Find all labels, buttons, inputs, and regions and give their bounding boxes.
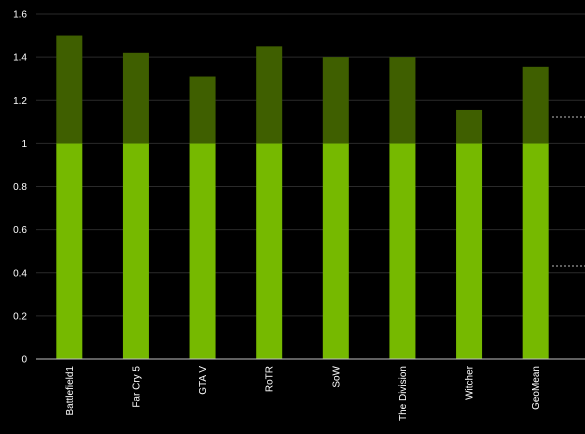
y-tick-label: 0 bbox=[21, 355, 27, 366]
x-tick-label: The Division bbox=[398, 366, 409, 421]
x-tick-label: GeoMean bbox=[531, 366, 542, 410]
bar-segment bbox=[522, 66, 549, 144]
y-tick-label: 1 bbox=[21, 139, 27, 150]
x-tick-label: RoTR bbox=[265, 366, 276, 392]
bar-segment bbox=[189, 76, 216, 144]
bar-segment bbox=[56, 35, 83, 144]
y-tick-label: 0.8 bbox=[13, 182, 27, 193]
x-tick-label: Witcher bbox=[465, 365, 476, 400]
x-tick-label: Battlefield1 bbox=[65, 366, 76, 416]
bar-segment bbox=[522, 143, 549, 359]
y-tick-label: 0.6 bbox=[13, 225, 27, 236]
bar-segment bbox=[189, 143, 216, 359]
bar-segment bbox=[256, 46, 283, 144]
x-tick-label: Far Cry 5 bbox=[131, 366, 142, 408]
bar-segment bbox=[389, 57, 416, 144]
bar-segment bbox=[456, 143, 483, 359]
bar-segment bbox=[322, 57, 349, 144]
bar-segment bbox=[56, 143, 83, 359]
bar-segment bbox=[256, 143, 283, 359]
y-tick-label: 1.4 bbox=[13, 53, 27, 64]
bar-segment bbox=[122, 52, 149, 144]
y-tick-label: 0.2 bbox=[13, 311, 27, 322]
bar-segment bbox=[122, 143, 149, 359]
y-tick-label: 1.6 bbox=[13, 10, 27, 21]
bar-segment bbox=[456, 109, 483, 144]
bar-segment bbox=[389, 143, 416, 359]
y-tick-label: 1.2 bbox=[13, 96, 27, 107]
y-tick-label: 0.4 bbox=[13, 268, 27, 279]
bar-segment bbox=[322, 143, 349, 359]
x-tick-label: GTA V bbox=[198, 366, 209, 395]
x-tick-label: SoW bbox=[331, 365, 342, 387]
